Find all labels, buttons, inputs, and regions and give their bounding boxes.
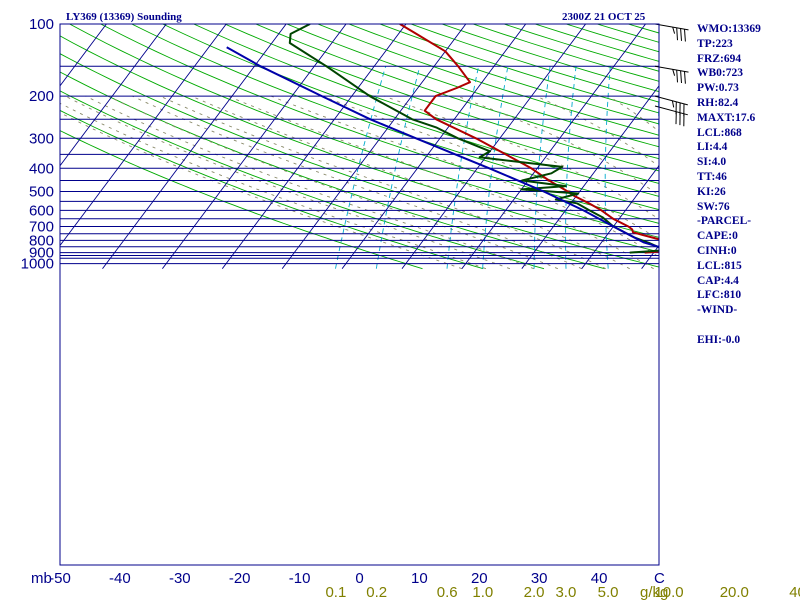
index-line: TP:223 bbox=[697, 37, 797, 52]
index-line: LCL:815 bbox=[697, 259, 797, 274]
temperature-tick-label: -30 bbox=[169, 570, 191, 587]
mixing-ratio-label: 5.0 bbox=[598, 584, 619, 600]
index-line: LI:4.4 bbox=[697, 140, 797, 155]
temperature-tick-label: -10 bbox=[289, 570, 311, 587]
index-line: SW:76 bbox=[697, 200, 797, 215]
index-line: CAP:4.4 bbox=[697, 274, 797, 289]
index-line: SI:4.0 bbox=[697, 155, 797, 170]
pressure-tick-label: 100 bbox=[29, 16, 54, 33]
pressure-tick-label: 200 bbox=[29, 88, 54, 105]
mixing-ratio-label: 0.6 bbox=[437, 584, 458, 600]
mixing-ratio-label: 40.0 bbox=[789, 584, 800, 600]
index-line: MAXT:17.6 bbox=[697, 111, 797, 126]
temperature-tick-label: 10 bbox=[411, 570, 428, 587]
mixing-ratio-label: 0.1 bbox=[325, 584, 346, 600]
pressure-tick-label: 600 bbox=[29, 202, 54, 219]
mixing-ratio-label: 0.2 bbox=[366, 584, 387, 600]
index-line: CINH:0 bbox=[697, 244, 797, 259]
index-line: -WIND- bbox=[697, 303, 797, 318]
temperature-tick-label: -50 bbox=[49, 570, 71, 587]
pressure-tick-label: 300 bbox=[29, 130, 54, 147]
mixing-ratio-label: 3.0 bbox=[555, 584, 576, 600]
station-title: LY369 (13369) Sounding bbox=[66, 11, 182, 23]
index-line: WMO:13369 bbox=[697, 22, 797, 37]
index-line: RH:82.4 bbox=[697, 96, 797, 111]
temperature-tick-label: -40 bbox=[109, 570, 131, 587]
pressure-tick-label: 1000 bbox=[21, 256, 54, 273]
mixing-ratio-label: 1.0 bbox=[472, 584, 493, 600]
index-line: KI:26 bbox=[697, 185, 797, 200]
pressure-tick-label: 400 bbox=[29, 160, 54, 177]
temperature-tick-label: -20 bbox=[229, 570, 251, 587]
index-line: FRZ:694 bbox=[697, 52, 797, 67]
index-line: LFC:810 bbox=[697, 288, 797, 303]
temperature-tick-label: 0 bbox=[355, 570, 363, 587]
mixing-ratio-label: 20.0 bbox=[720, 584, 749, 600]
index-line: TT:46 bbox=[697, 170, 797, 185]
index-line: WB0:723 bbox=[697, 66, 797, 81]
pressure-unit-label: mb bbox=[31, 570, 52, 587]
index-line: -PARCEL- bbox=[697, 214, 797, 229]
index-line: LCL:868 bbox=[697, 126, 797, 141]
index-line bbox=[697, 318, 797, 333]
pressure-tick-label: 500 bbox=[29, 184, 54, 201]
time-label: 2300Z 21 OCT 25 bbox=[562, 11, 646, 23]
index-line: PW:0.73 bbox=[697, 81, 797, 96]
mixing-ratio-label: 2.0 bbox=[524, 584, 545, 600]
mixing-unit-label: g/kg bbox=[640, 584, 668, 600]
index-line: CAPE:0 bbox=[697, 229, 797, 244]
index-line: EHI:-0.0 bbox=[697, 333, 797, 348]
